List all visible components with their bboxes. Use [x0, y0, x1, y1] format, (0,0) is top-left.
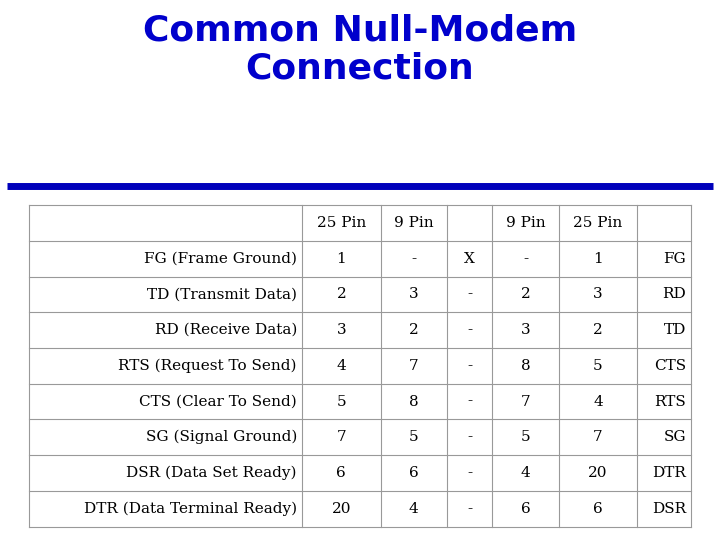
Text: 7: 7	[409, 359, 418, 373]
Text: SG (Signal Ground): SG (Signal Ground)	[145, 430, 297, 444]
Text: 4: 4	[521, 466, 531, 480]
Text: 25 Pin: 25 Pin	[317, 216, 366, 230]
Text: 2: 2	[336, 287, 346, 301]
Text: 8: 8	[521, 359, 531, 373]
Text: -: -	[523, 252, 528, 266]
Text: DSR: DSR	[652, 502, 686, 516]
Text: 6: 6	[336, 466, 346, 480]
Text: -: -	[467, 287, 472, 301]
Text: 8: 8	[409, 395, 418, 409]
Text: 7: 7	[336, 430, 346, 444]
Text: X: X	[464, 252, 475, 266]
Text: 3: 3	[409, 287, 418, 301]
Text: 7: 7	[593, 430, 603, 444]
Text: -: -	[467, 502, 472, 516]
Text: 25 Pin: 25 Pin	[573, 216, 623, 230]
Text: SG: SG	[664, 430, 686, 444]
Text: 20: 20	[332, 502, 351, 516]
Text: -: -	[467, 359, 472, 373]
Text: 5: 5	[336, 395, 346, 409]
Text: 20: 20	[588, 466, 608, 480]
Text: CTS: CTS	[654, 359, 686, 373]
Text: 9 Pin: 9 Pin	[505, 216, 546, 230]
Text: 6: 6	[593, 502, 603, 516]
Text: -: -	[467, 466, 472, 480]
Text: -: -	[467, 323, 472, 337]
Text: 5: 5	[521, 430, 531, 444]
Text: 7: 7	[521, 395, 531, 409]
Text: TD (Transmit Data): TD (Transmit Data)	[147, 287, 297, 301]
Text: RTS (Request To Send): RTS (Request To Send)	[119, 359, 297, 373]
Text: -: -	[467, 430, 472, 444]
Text: 4: 4	[593, 395, 603, 409]
Text: Common Null-Modem
Connection: Common Null-Modem Connection	[143, 14, 577, 85]
Text: DSR (Data Set Ready): DSR (Data Set Ready)	[127, 466, 297, 480]
Text: TD: TD	[664, 323, 686, 337]
Text: 5: 5	[593, 359, 603, 373]
Text: 6: 6	[521, 502, 531, 516]
Text: RTS: RTS	[654, 395, 686, 409]
Text: 1: 1	[336, 252, 346, 266]
Text: 3: 3	[521, 323, 531, 337]
Text: FG (Frame Ground): FG (Frame Ground)	[144, 252, 297, 266]
Text: FG: FG	[663, 252, 686, 266]
Text: RD (Receive Data): RD (Receive Data)	[155, 323, 297, 337]
Text: 5: 5	[409, 430, 418, 444]
Text: -: -	[411, 252, 416, 266]
Text: 4: 4	[336, 359, 346, 373]
Text: 1: 1	[593, 252, 603, 266]
Text: 9 Pin: 9 Pin	[394, 216, 433, 230]
Text: 3: 3	[593, 287, 603, 301]
Text: 6: 6	[409, 466, 419, 480]
Text: 3: 3	[336, 323, 346, 337]
Text: DTR (Data Terminal Ready): DTR (Data Terminal Ready)	[84, 502, 297, 516]
Text: CTS (Clear To Send): CTS (Clear To Send)	[139, 395, 297, 409]
Text: 4: 4	[409, 502, 419, 516]
Text: 2: 2	[593, 323, 603, 337]
Text: RD: RD	[662, 287, 686, 301]
Text: 2: 2	[521, 287, 531, 301]
Text: -: -	[467, 395, 472, 409]
Text: DTR: DTR	[652, 466, 686, 480]
Text: 2: 2	[409, 323, 419, 337]
